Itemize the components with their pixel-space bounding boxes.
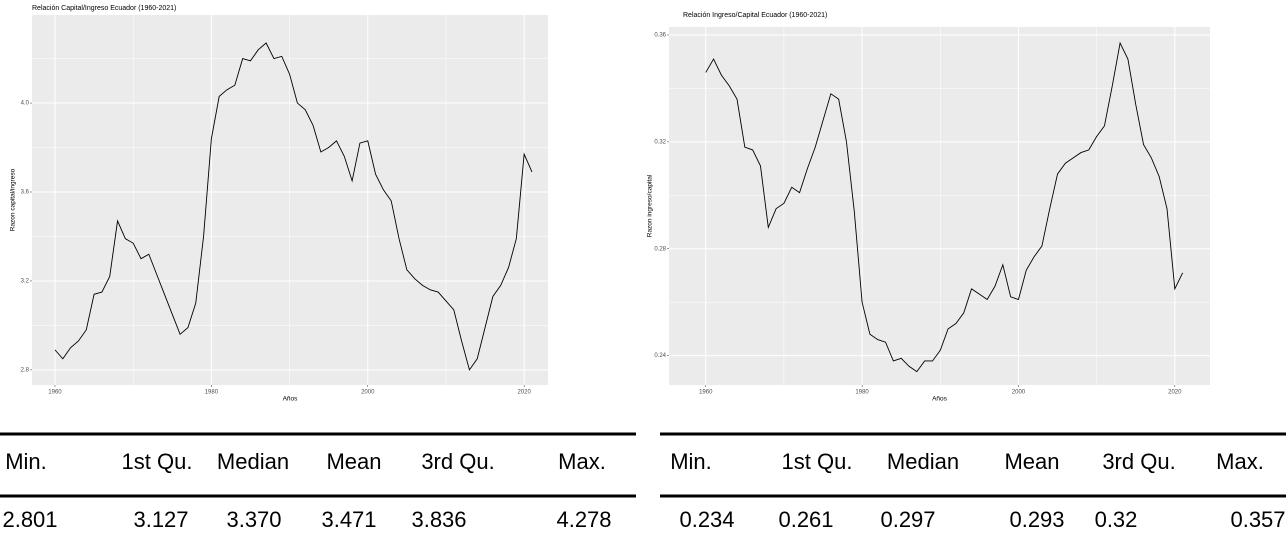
y-tick-label: 2.8	[21, 367, 30, 373]
data-line	[705, 41, 1184, 373]
table-header: 1st Qu.	[122, 449, 193, 474]
x-tick-label: 2000	[361, 390, 375, 396]
table-cell: 3.836	[411, 507, 466, 532]
table-header: 3rd Qu.	[421, 449, 494, 474]
table-header: Max.	[558, 449, 606, 474]
x-tick-label: 1960	[48, 390, 62, 396]
y-tick-label: 4.0	[21, 101, 30, 107]
table-header: Mean	[326, 449, 381, 474]
table-header: Mean	[1004, 449, 1059, 474]
table-cell: 0.32	[1095, 507, 1138, 532]
table-header: Max.	[1216, 449, 1264, 474]
x-tick-label: 1980	[205, 390, 219, 396]
y-tick-label: 3.6	[21, 190, 30, 196]
table-cell: 0.357	[1230, 507, 1285, 532]
x-tick-label: 2020	[1168, 390, 1182, 396]
table-cell: 3.127	[133, 507, 188, 532]
x-axis-label: Años	[283, 396, 299, 403]
table-cell: 2.801	[2, 507, 57, 532]
plot-panel	[32, 15, 548, 385]
table-header: Min.	[5, 449, 47, 474]
data-line	[54, 42, 533, 371]
chart-title: Relación Ingreso/Capital Ecuador (1960-2…	[683, 12, 827, 19]
x-axis-label: Años	[932, 396, 948, 403]
plot-panel	[669, 27, 1210, 385]
table-cell: 0.261	[778, 507, 833, 532]
x-tick-label: 2000	[1012, 390, 1026, 396]
table-cell: 0.297	[880, 507, 935, 532]
y-tick-label: 0.32	[654, 139, 666, 145]
table-cell: 0.293	[1009, 507, 1064, 532]
x-tick-label: 2020	[517, 390, 531, 396]
y-axis-label: Razon ingreso/capital	[647, 174, 654, 237]
y-tick-label: 0.24	[654, 353, 666, 359]
table-cell: 0.234	[679, 507, 734, 532]
y-tick-label: 0.36	[654, 33, 666, 39]
table-header: Median	[887, 449, 959, 474]
x-tick-label: 1980	[855, 390, 869, 396]
table-cell: 3.471	[321, 507, 376, 532]
table-cell: 3.370	[226, 507, 281, 532]
table-header: Min.	[670, 449, 712, 474]
chart-title: Relación Capital/Ingreso Ecuador (1960-2…	[32, 5, 176, 12]
x-tick-label: 1960	[699, 390, 713, 396]
table-header: Median	[217, 449, 289, 474]
y-axis-label: Razon capital/ingreso	[10, 168, 17, 231]
table-header: 1st Qu.	[782, 449, 853, 474]
table-cell: 4.278	[556, 507, 611, 532]
y-tick-label: 0.28	[654, 246, 666, 252]
y-tick-label: 3.2	[21, 279, 30, 285]
table-header: 3rd Qu.	[1102, 449, 1175, 474]
